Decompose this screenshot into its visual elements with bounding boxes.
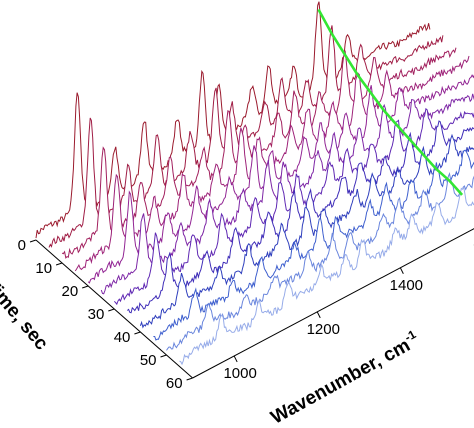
- spectra-traces: [35, 1, 474, 367]
- x-axis-title-main: Wavenumber, cm: [268, 335, 414, 428]
- spectrum-mask-5: [49, 25, 444, 252]
- spectrum-trace-40: [139, 133, 474, 329]
- spectrum-mask-0: [36, 1, 431, 241]
- spectrum-trace-55: [179, 186, 474, 366]
- time-tick-30: [108, 308, 115, 312]
- time-tick-0: [29, 239, 37, 243]
- trend-line: [317, 8, 464, 196]
- wavenumber-axis-line: [192, 228, 474, 379]
- time-tick-label-10: 10: [35, 260, 52, 277]
- time-tick-label-60: 60: [166, 375, 183, 392]
- time-tick-60: [186, 377, 193, 381]
- spectrum-mask-40: [140, 135, 474, 332]
- spectrum-mask-50: [166, 173, 474, 355]
- wavenumber-tick-label-1600: 1600: [473, 233, 474, 250]
- wavenumber-tick-label-1200: 1200: [307, 321, 340, 338]
- axes-group: 010203040506010001200140016001800: [18, 228, 474, 392]
- wavenumber-tick-1000: [233, 355, 238, 363]
- time-tick-label-30: 30: [88, 306, 105, 323]
- wavenumber-tick-1200: [316, 311, 321, 319]
- x-axis-title: Wavenumber, cm-1: [266, 327, 423, 428]
- wavenumber-tick-label-1400: 1400: [390, 277, 423, 294]
- time-tick-label-20: 20: [62, 283, 79, 300]
- wavenumber-tick-1400: [399, 267, 404, 274]
- time-tick-20: [82, 285, 89, 289]
- y-axis-title: Time, sec: [0, 275, 52, 355]
- time-tick-10: [55, 262, 63, 266]
- time-tick-50: [160, 354, 167, 358]
- spectrum-trace-45: [153, 149, 474, 341]
- trend-line-group: [317, 8, 464, 196]
- wavenumber-tick-label-1000: 1000: [223, 365, 256, 382]
- spectrum-mask-55: [179, 187, 474, 367]
- time-tick-40: [134, 331, 141, 335]
- time-tick-label-50: 50: [140, 352, 157, 369]
- time-tick-label-40: 40: [114, 329, 131, 346]
- time-tick-label-0: 0: [18, 237, 26, 254]
